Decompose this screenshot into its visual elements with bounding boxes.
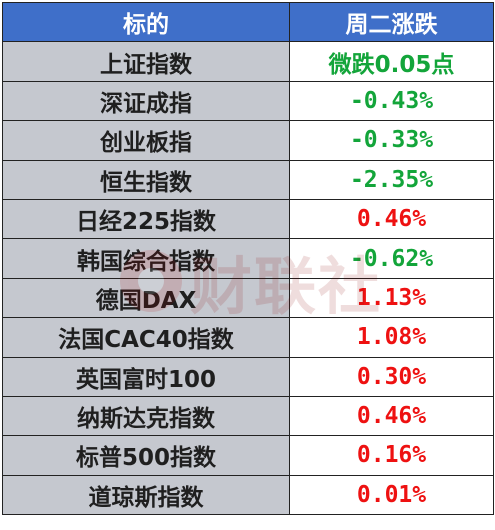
index-name: 日经225指数 bbox=[2, 198, 290, 240]
index-name: 深证成指 bbox=[2, 80, 290, 122]
index-change: 1.08% bbox=[289, 317, 494, 358]
index-name: 英国富时100 bbox=[2, 356, 290, 397]
table-row: 标普500指数 0.16% bbox=[2, 435, 494, 476]
index-change: 0.46% bbox=[289, 198, 494, 240]
index-change: 0.16% bbox=[289, 435, 494, 476]
index-change: 0.46% bbox=[289, 395, 494, 437]
index-name: 韩国综合指数 bbox=[2, 238, 290, 279]
table-row: 德国DAX 1.13% bbox=[2, 277, 494, 319]
index-change: -0.43% bbox=[289, 80, 494, 122]
index-change: 0.01% bbox=[289, 474, 494, 516]
index-name: 恒生指数 bbox=[2, 159, 290, 200]
table-row: 上证指数 微跌0.05点 bbox=[2, 41, 494, 82]
header-tuesday-change: 周二涨跌 bbox=[289, 1, 494, 43]
table-row: 创业板指 -0.33% bbox=[2, 120, 494, 161]
index-name: 创业板指 bbox=[2, 120, 290, 161]
index-name: 标普500指数 bbox=[2, 435, 290, 476]
table-row: 纳斯达克指数 0.46% bbox=[2, 395, 494, 437]
index-change: 0.30% bbox=[289, 356, 494, 397]
index-name: 上证指数 bbox=[2, 41, 290, 82]
index-change: 1.13% bbox=[289, 277, 494, 319]
index-name: 道琼斯指数 bbox=[2, 474, 290, 516]
index-change: -0.62% bbox=[289, 238, 494, 279]
header-index-name: 标的 bbox=[2, 1, 290, 43]
table-row: 英国富时100 0.30% bbox=[2, 356, 494, 397]
table-row: 深证成指 -0.43% bbox=[2, 80, 494, 122]
table-row: 恒生指数 -2.35% bbox=[2, 159, 494, 200]
index-name: 法国CAC40指数 bbox=[2, 317, 290, 358]
table-row: 法国CAC40指数 1.08% bbox=[2, 317, 494, 358]
index-change: -0.33% bbox=[289, 120, 494, 161]
index-change-table: 标的 周二涨跌 上证指数 微跌0.05点 深证成指 -0.43% 创业板指 -0… bbox=[2, 1, 494, 516]
index-name: 德国DAX bbox=[2, 277, 290, 319]
table-row: 道琼斯指数 0.01% bbox=[2, 474, 494, 516]
index-name: 纳斯达克指数 bbox=[2, 395, 290, 437]
table-header-row: 标的 周二涨跌 bbox=[2, 1, 494, 43]
index-change: 微跌0.05点 bbox=[289, 41, 494, 82]
table-row: 韩国综合指数 -0.62% bbox=[2, 238, 494, 279]
table-row: 日经225指数 0.46% bbox=[2, 198, 494, 240]
index-change: -2.35% bbox=[289, 159, 494, 200]
